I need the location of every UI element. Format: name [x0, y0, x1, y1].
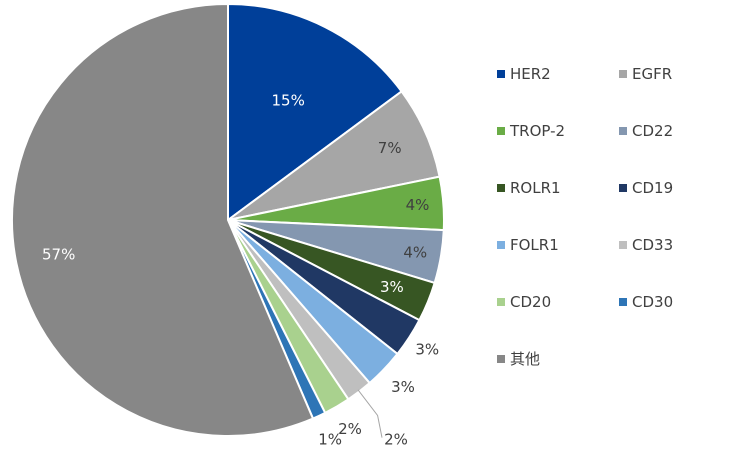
leader-lines — [357, 389, 383, 438]
legend-label-trop-2: TROP-2 — [509, 122, 565, 140]
data-label-cd22: 4% — [403, 243, 427, 261]
legend-item-cd22: CD22 — [619, 122, 673, 140]
data-label-cd20: 2% — [338, 420, 362, 438]
legend-swatch-folr1 — [497, 241, 505, 249]
legend-swatch-her2 — [497, 70, 505, 78]
legend-item-cd33: CD33 — [619, 236, 673, 254]
data-label-egfr: 7% — [378, 139, 402, 157]
legend-swatch-cd33 — [619, 241, 627, 249]
data-label-rolr1: 3% — [380, 278, 404, 296]
legend-item-cd30: CD30 — [619, 293, 673, 311]
leader-line-cd33 — [357, 389, 383, 438]
legend-swatch-egfr — [619, 70, 627, 78]
legend-label-cd20: CD20 — [510, 293, 551, 311]
legend-label-other-10: 其他 — [510, 350, 540, 368]
data-label-cd30: 1% — [318, 430, 342, 448]
legend-label-her2: HER2 — [510, 65, 551, 83]
legend: HER2 EGFR TROP-2 CD22 ROLR1 CD19 FOLR1 CD33 CD20… — [497, 65, 673, 368]
legend-swatch-cd19 — [619, 184, 627, 192]
legend-item-other-10: 其他 — [497, 350, 540, 368]
data-label-trop-2: 4% — [406, 196, 430, 214]
legend-label-cd19: CD19 — [632, 179, 673, 197]
legend-item-rolr1: ROLR1 — [497, 179, 561, 197]
legend-item-egfr: EGFR — [619, 65, 672, 83]
legend-label-cd33: CD33 — [632, 236, 673, 254]
legend-item-trop-2: TROP-2 — [497, 122, 565, 140]
legend-item-folr1: FOLR1 — [497, 236, 559, 254]
legend-item-cd19: CD19 — [619, 179, 673, 197]
slice-labels: 15%7%4%4%3%3%3%2%2%1%57% — [42, 91, 439, 448]
legend-label-cd30: CD30 — [632, 293, 673, 311]
legend-label-folr1: FOLR1 — [510, 236, 559, 254]
pie-slice-other-10 — [11, 2, 315, 437]
pie-slice-her2 — [227, 2, 403, 222]
legend-label-rolr1: ROLR1 — [510, 179, 561, 197]
pie-slices — [11, 2, 445, 437]
data-label-her2: 15% — [272, 91, 305, 109]
data-label-cd19: 3% — [415, 340, 439, 358]
legend-label-cd22: CD22 — [632, 122, 673, 140]
data-label-cd33: 2% — [384, 431, 408, 449]
legend-swatch-other-10 — [497, 355, 505, 363]
legend-swatch-rolr1 — [497, 184, 505, 192]
legend-item-her2: HER2 — [497, 65, 551, 83]
legend-item-cd20: CD20 — [497, 293, 551, 311]
legend-swatch-cd22 — [619, 127, 627, 135]
data-label-folr1: 3% — [391, 378, 415, 396]
legend-label-egfr: EGFR — [632, 65, 672, 83]
legend-swatch-cd20 — [497, 298, 505, 306]
data-label-other-10: 57% — [42, 246, 75, 264]
legend-swatch-trop-2 — [497, 127, 505, 135]
legend-swatch-cd30 — [619, 298, 627, 306]
